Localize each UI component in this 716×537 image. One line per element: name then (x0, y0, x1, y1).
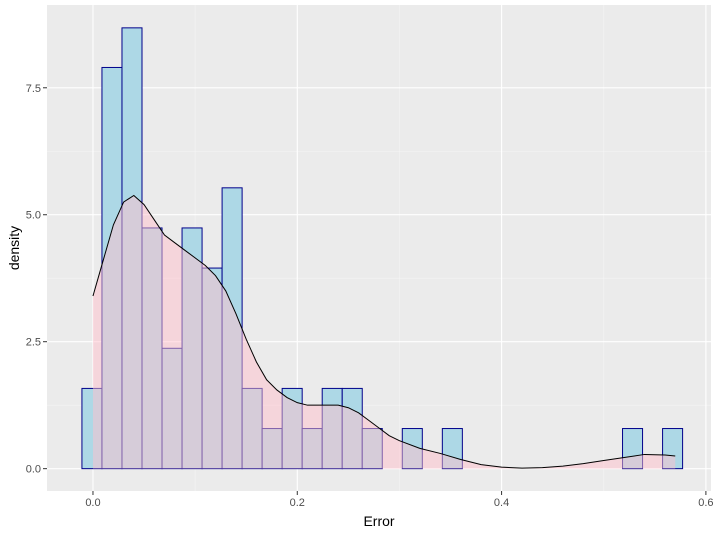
y-axis-title: density (6, 226, 22, 270)
y-tick-label: 2.5 (26, 337, 41, 349)
x-axis-title: Error (363, 513, 394, 529)
x-tick-label: 0.6 (698, 497, 713, 509)
y-tick-label: 7.5 (26, 83, 41, 95)
y-tick-label: 5.0 (26, 210, 41, 222)
density-area (92, 195, 676, 469)
density-curve (92, 194, 676, 469)
x-tick-label: 0.2 (290, 497, 305, 509)
x-axis: 0.0 0.2 0.4 0.6 (85, 491, 714, 509)
y-tick-label: 0.0 (26, 464, 41, 476)
x-tick-label: 0.4 (494, 497, 509, 509)
y-axis: 0.0 2.5 5.0 7.5 (26, 83, 47, 476)
x-tick-label: 0.0 (85, 497, 100, 509)
